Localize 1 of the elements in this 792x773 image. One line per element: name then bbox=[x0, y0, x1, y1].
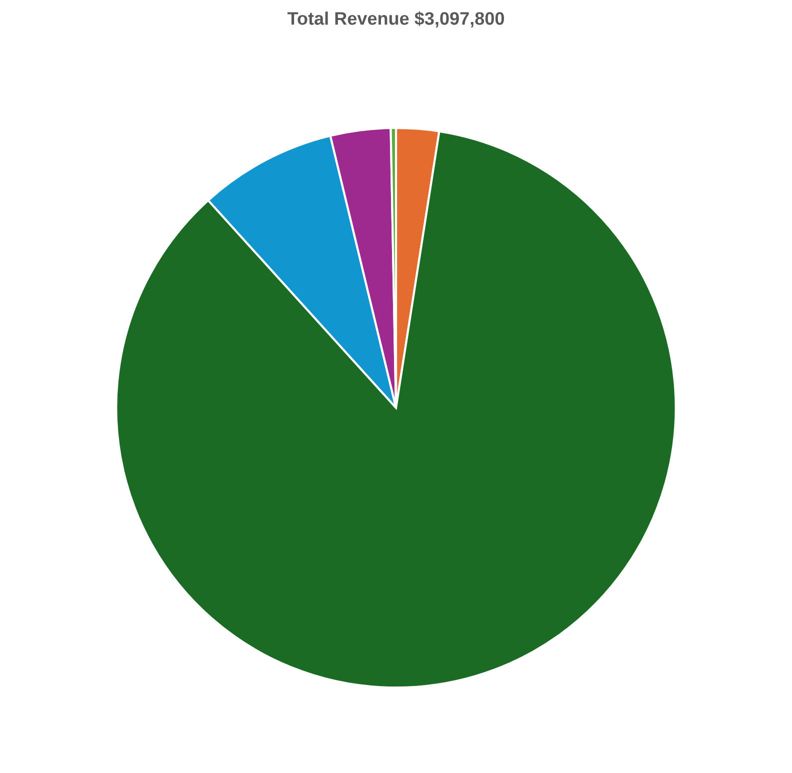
chart-title: Total Revenue $3,097,800 bbox=[287, 11, 504, 28]
